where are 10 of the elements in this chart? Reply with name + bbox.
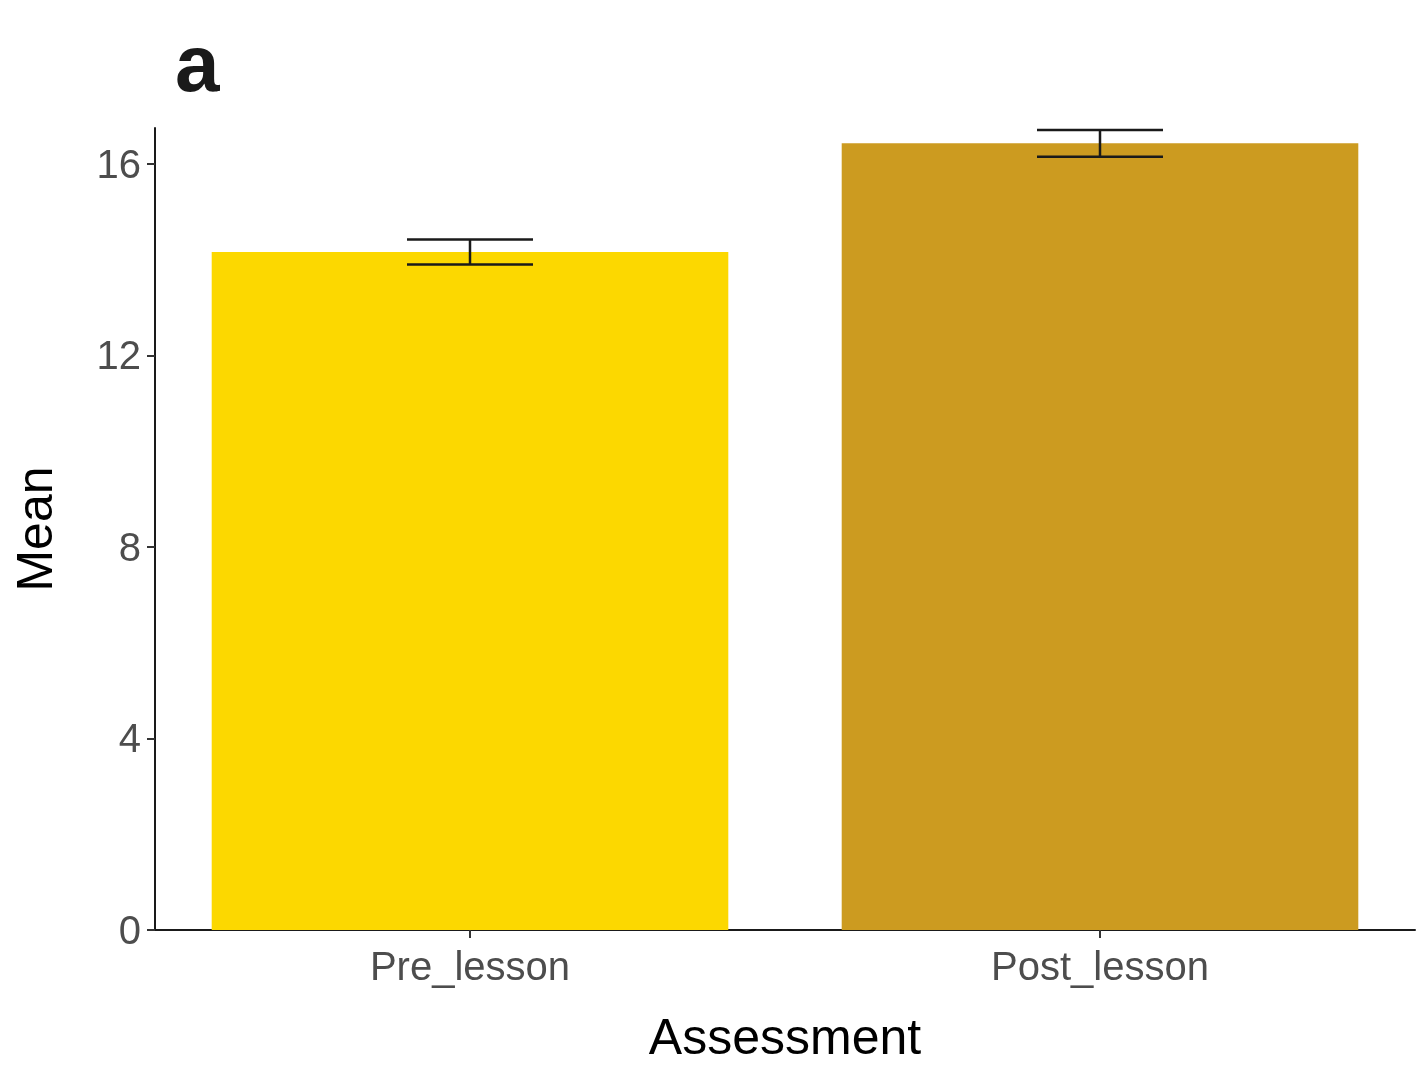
x-tick-label: Post_lesson [991, 944, 1209, 988]
x-tick-label: Pre_lesson [369, 944, 571, 988]
y-tick-label: 8 [118, 524, 141, 569]
y-tick-label: 4 [118, 716, 141, 761]
x-axis-title: Assessment [648, 1009, 922, 1065]
y-tick-label: 0 [118, 908, 141, 952]
chart-title: a [175, 18, 220, 108]
y-axis-title: Mean [7, 466, 63, 592]
y-tick-label: 16 [96, 141, 141, 186]
y-tick-label: 12 [96, 333, 141, 378]
